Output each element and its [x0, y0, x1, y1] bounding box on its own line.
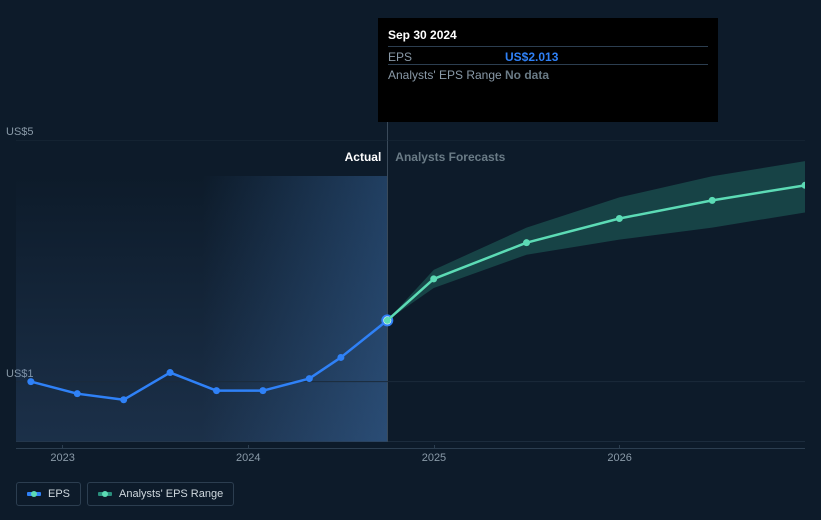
hover-tooltip: Sep 30 2024 EPS US$2.013 Analysts' EPS R… — [378, 18, 718, 122]
chart-legend: EPS Analysts' EPS Range — [16, 482, 234, 506]
legend-label: EPS — [48, 488, 70, 500]
x-axis-tick-label: 2024 — [236, 452, 260, 464]
legend-item-eps[interactable]: EPS — [16, 482, 81, 506]
y-axis-tick-label: US$5 — [6, 126, 34, 138]
x-axis-tick-label: 2026 — [607, 452, 631, 464]
legend-swatch-icon — [27, 492, 41, 496]
x-axis: 2023 2024 2025 2026 — [16, 448, 805, 462]
x-axis-tick-label: 2023 — [50, 452, 74, 464]
legend-item-range[interactable]: Analysts' EPS Range — [87, 482, 234, 506]
tooltip-date: Sep 30 2024 — [388, 28, 708, 42]
legend-label: Analysts' EPS Range — [119, 488, 223, 500]
tooltip-row: Analysts' EPS Range No data — [388, 64, 708, 82]
tooltip-label: Analysts' EPS Range — [388, 68, 505, 82]
tooltip-label: EPS — [388, 50, 505, 64]
tooltip-value: US$2.013 — [505, 50, 558, 64]
tooltip-value: No data — [505, 68, 549, 82]
x-axis-tick-label: 2025 — [422, 452, 446, 464]
tooltip-row: EPS US$2.013 — [388, 46, 708, 64]
chart-plot-area[interactable] — [16, 140, 805, 442]
legend-swatch-icon — [98, 492, 112, 496]
eps-chart[interactable] — [16, 140, 805, 442]
